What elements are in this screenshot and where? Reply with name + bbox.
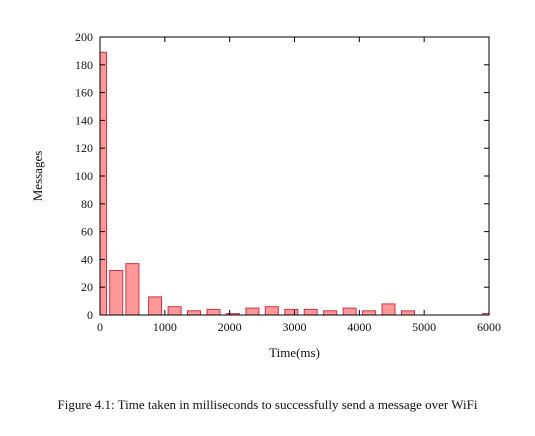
- y-tick-label: 40: [81, 252, 93, 266]
- bar: [342, 307, 357, 316]
- plot-frame: [99, 36, 490, 316]
- x-tick-label: 0: [97, 320, 103, 334]
- y-tick-label: 160: [75, 86, 93, 100]
- bar: [187, 310, 201, 316]
- bar: [284, 308, 299, 316]
- x-tick-label: 6000: [477, 320, 501, 334]
- bar: [206, 308, 221, 316]
- bar: [109, 270, 124, 316]
- bar: [362, 310, 377, 316]
- bar: [245, 307, 260, 316]
- bar: [401, 310, 415, 316]
- y-tick-label: 0: [87, 308, 93, 322]
- y-tick-label: 180: [75, 58, 93, 72]
- y-tick-label: 60: [81, 225, 93, 239]
- x-axis-label: Time(ms): [269, 345, 320, 360]
- bar: [381, 303, 396, 316]
- bar: [125, 263, 140, 316]
- y-tick-label: 120: [75, 141, 93, 155]
- bar: [99, 51, 107, 316]
- x-tick-label: 1000: [153, 320, 177, 334]
- figure-caption: Figure 4.1: Time taken in milliseconds t…: [57, 397, 478, 412]
- bar: [167, 306, 182, 316]
- bar: [323, 310, 338, 316]
- x-tick-label: 3000: [283, 320, 307, 334]
- bar: [264, 306, 279, 316]
- y-tick-label: 80: [81, 197, 93, 211]
- bar: [148, 296, 163, 316]
- x-tick-label: 5000: [412, 320, 436, 334]
- bars-group: [99, 51, 490, 316]
- y-tick-label: 140: [75, 113, 93, 127]
- x-tick-label: 4000: [347, 320, 371, 334]
- y-axis-label: Messages: [30, 151, 45, 202]
- y-tick-label: 200: [75, 30, 93, 44]
- y-tick-label: 100: [75, 169, 93, 183]
- y-tick-label: 20: [81, 280, 93, 294]
- bar: [303, 308, 318, 316]
- x-tick-label: 2000: [218, 320, 242, 334]
